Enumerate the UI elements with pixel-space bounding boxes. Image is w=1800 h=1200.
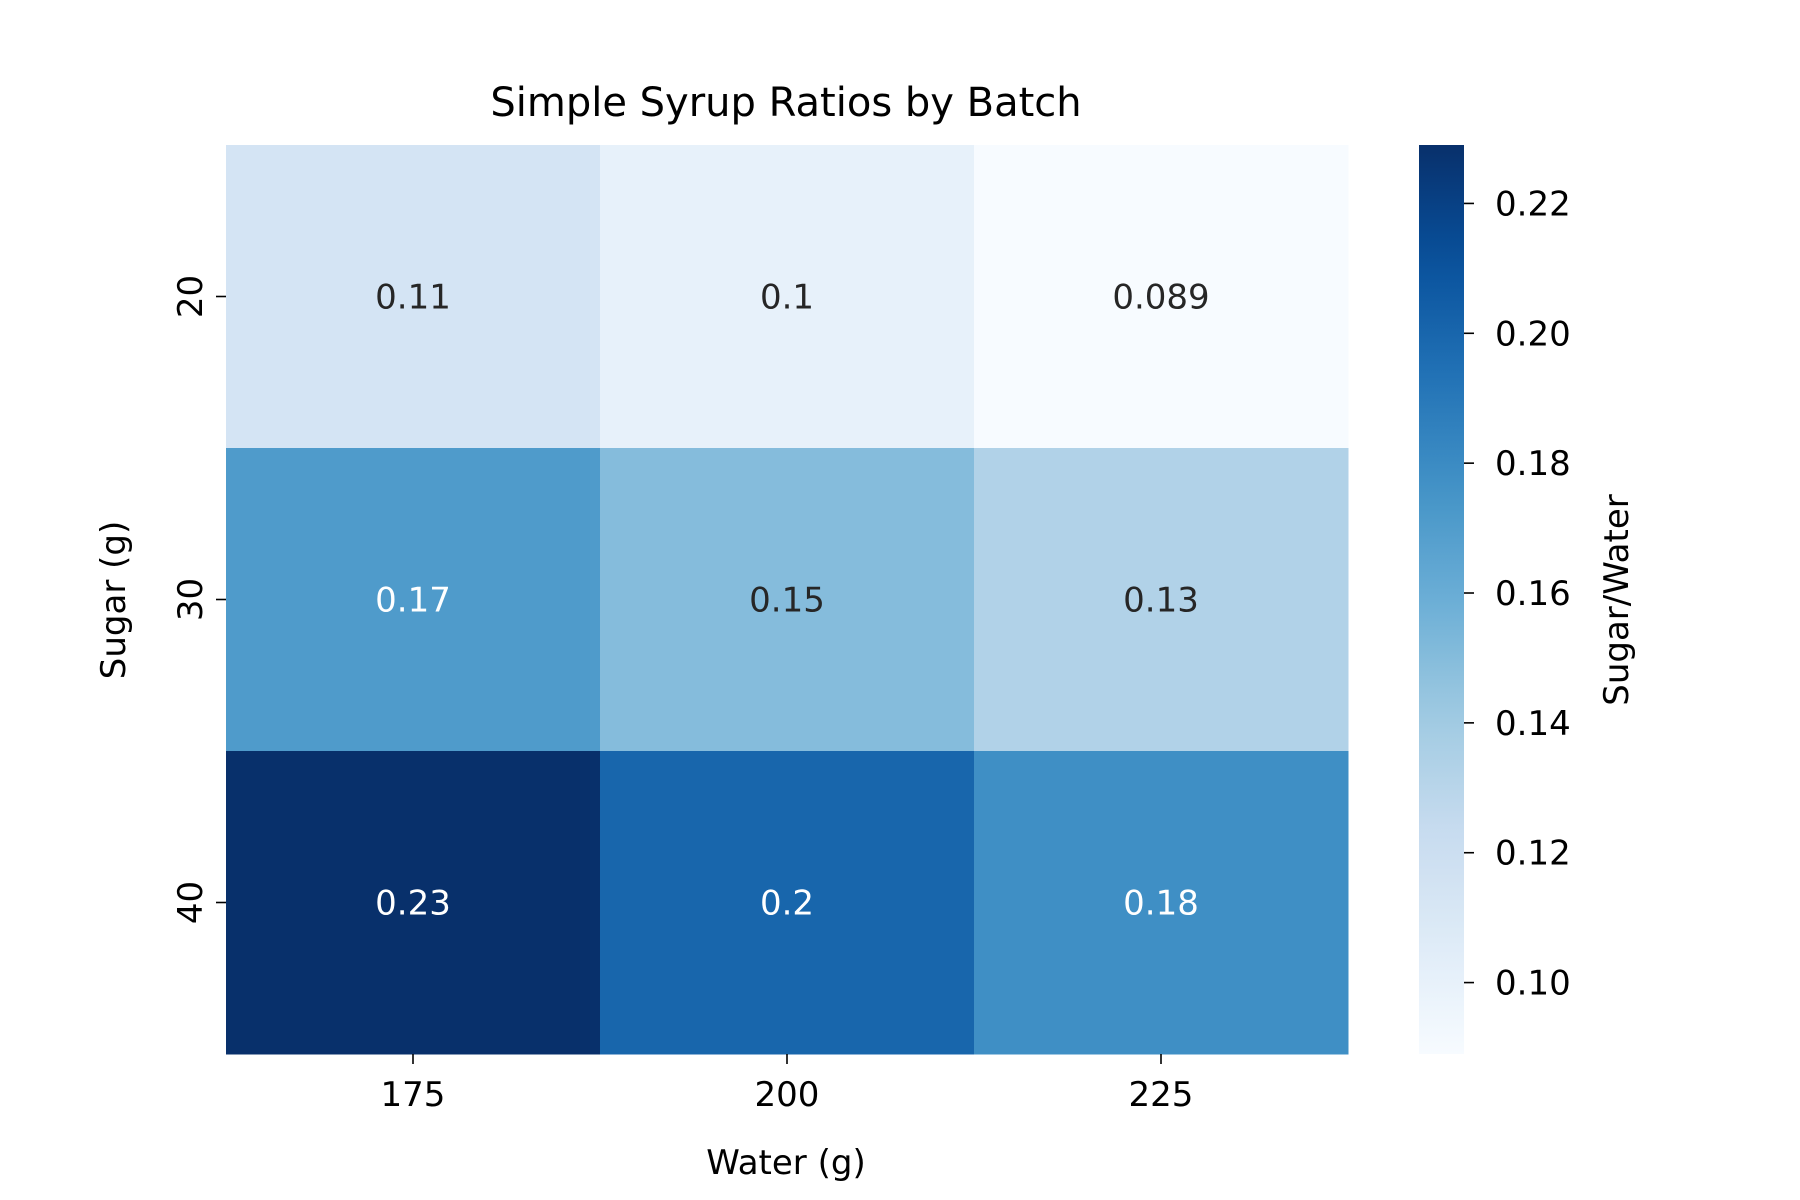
cell-annotation: 0.1 bbox=[760, 278, 814, 318]
heatmap-cell bbox=[600, 751, 975, 1055]
y-axis-label: Sugar (g) bbox=[94, 521, 134, 679]
x-tick-label: 175 bbox=[381, 1075, 446, 1115]
x-tick-label: 225 bbox=[1129, 1075, 1194, 1115]
heatmap-cell bbox=[226, 751, 601, 1055]
colorbar-tick-label: 0.20 bbox=[1495, 314, 1571, 354]
heatmap-cell bbox=[974, 448, 1349, 752]
x-tick-label: 200 bbox=[755, 1075, 820, 1115]
chart-title: Simple Syrup Ratios by Batch bbox=[490, 80, 1081, 126]
colorbar-tick-label: 0.22 bbox=[1495, 184, 1571, 224]
heatmap-cell bbox=[600, 448, 975, 752]
cell-annotation: 0.089 bbox=[1112, 278, 1209, 318]
heatmap-cells bbox=[226, 145, 1349, 1055]
cell-annotation: 0.2 bbox=[760, 884, 814, 924]
colorbar-tick-label: 0.16 bbox=[1495, 574, 1571, 614]
colorbar-tick-label: 0.14 bbox=[1495, 704, 1571, 744]
cell-annotations: 0.11 0.1 0.089 0.17 0.15 0.13 0.23 0.2 0.18 bbox=[375, 278, 1210, 924]
colorbar-label: Sugar/Water bbox=[1597, 494, 1637, 706]
heatmap-cell bbox=[600, 145, 975, 449]
colorbar bbox=[1419, 145, 1464, 1054]
y-tick-label: 20 bbox=[171, 275, 211, 318]
heatmap-cell bbox=[974, 751, 1349, 1055]
colorbar-ticks: 0.10 0.12 0.14 0.16 0.18 0.20 0.22 bbox=[1464, 184, 1571, 1004]
heatmap-cell bbox=[226, 448, 601, 752]
cell-annotation: 0.18 bbox=[1123, 884, 1199, 924]
cell-annotation: 0.15 bbox=[749, 581, 825, 621]
colorbar-tick-label: 0.18 bbox=[1495, 444, 1571, 484]
cell-annotation: 0.11 bbox=[375, 278, 451, 318]
x-axis-label: Water (g) bbox=[706, 1143, 865, 1183]
colorbar-tick-label: 0.12 bbox=[1495, 834, 1571, 874]
cell-annotation: 0.13 bbox=[1123, 581, 1199, 621]
heatmap-cell bbox=[226, 145, 601, 449]
heatmap-cell bbox=[974, 145, 1349, 449]
y-tick-label: 40 bbox=[171, 881, 211, 924]
y-tick-label: 30 bbox=[171, 578, 211, 621]
x-axis: 175 200 225 bbox=[381, 1054, 1194, 1115]
cell-annotation: 0.17 bbox=[375, 581, 451, 621]
y-axis: 20 30 40 bbox=[171, 275, 226, 924]
colorbar-tick-label: 0.10 bbox=[1495, 964, 1571, 1004]
cell-annotation: 0.23 bbox=[375, 884, 451, 924]
